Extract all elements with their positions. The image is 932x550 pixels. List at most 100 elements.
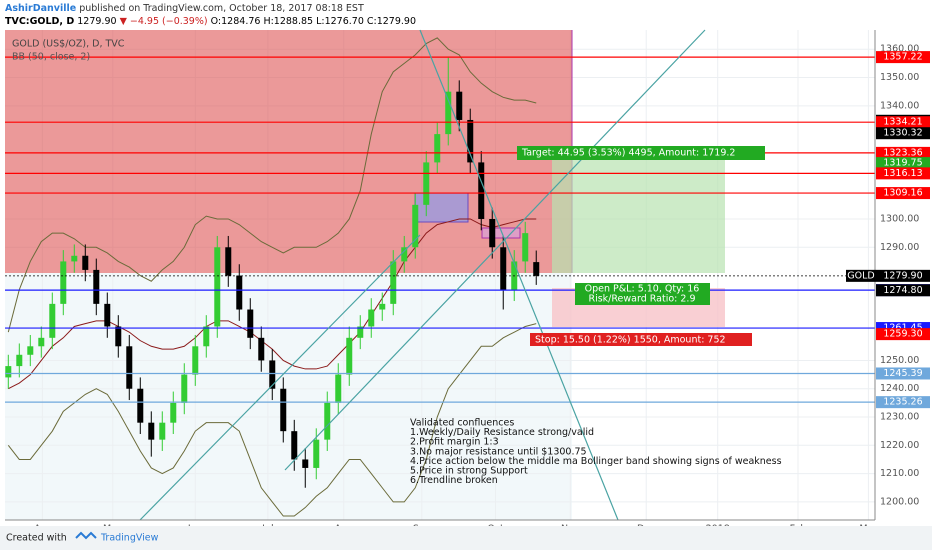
note-line: 4.Price action below the middle ma Bolli… (410, 456, 782, 467)
candle-body (533, 262, 540, 276)
candle-body (82, 255, 89, 270)
quote-line: TVC:GOLD, D 1279.90 ▼ −4.95 (−0.39%) O:1… (5, 16, 416, 27)
price-label: 1319.75 (883, 158, 922, 169)
last: 1279.90 (77, 16, 116, 27)
footer-brand[interactable]: TradingView (100, 533, 159, 544)
price-label-box (876, 146, 930, 159)
axis-labels: 1200.00 1210.00 1220.00 1230.00 1240.00 1250.… (34, 44, 930, 535)
price-label-box (876, 116, 930, 129)
last-name-box (846, 269, 876, 282)
candle-body (445, 91, 452, 135)
candle-body (522, 233, 529, 262)
price-label: 1259.30 (883, 329, 922, 340)
price-label: 1316.13 (883, 168, 922, 179)
bollinger-band (7, 323, 537, 517)
candle-body (335, 374, 342, 403)
y-tick-label: 1340.00 (880, 100, 919, 111)
candle-body (38, 337, 45, 347)
price-label: 1309.16 (883, 188, 922, 199)
candle-body (390, 261, 397, 304)
note-line: 1.Weekly/Daily Resistance strong/valid (410, 427, 594, 438)
candle-body (423, 162, 430, 205)
candle-body (368, 309, 375, 327)
candle-body (269, 360, 276, 389)
price-label-box (876, 187, 930, 200)
note-line: 5.Price in strong Support (410, 466, 528, 477)
candle-body (192, 346, 199, 375)
candle-body (478, 162, 485, 219)
logo (75, 531, 97, 540)
footer (0, 526, 932, 550)
candle-body (104, 303, 111, 327)
candle-body (137, 388, 144, 423)
candle-body (203, 326, 210, 347)
note-line: 2.Profit margin 1:3 (410, 437, 499, 448)
price-label: 1357.22 (883, 52, 922, 63)
y-tick-label: 1200.00 (880, 496, 919, 507)
trendline (284, 29, 706, 471)
note-line: Validated confluences (410, 418, 514, 429)
candle-body (247, 309, 254, 338)
trendline (139, 234, 421, 521)
candle-body (225, 247, 232, 276)
published: published on TradingView.com, October 18… (79, 3, 364, 14)
price-label: 1323.36 (883, 147, 922, 158)
candle-body (148, 422, 155, 440)
candle-body (500, 247, 507, 290)
candle-body (357, 326, 364, 338)
pnl-box (575, 283, 710, 305)
candle-body (126, 346, 133, 389)
trendline (419, 29, 619, 521)
candle-body (181, 374, 188, 403)
price-label: 1334.21 (883, 117, 922, 128)
price-label-box (876, 157, 930, 170)
candle-body (467, 119, 474, 163)
y-tick-label: 1230.00 (880, 412, 919, 423)
author[interactable]: AshirDanville (5, 3, 76, 14)
candle-body (379, 303, 386, 310)
price-label: 1235.26 (883, 397, 922, 408)
candle-body (60, 261, 67, 304)
y-tick-label: 1360.00 (880, 44, 919, 55)
y-tick-label: 1240.00 (880, 383, 919, 394)
y-tick-label: 1350.00 (880, 72, 919, 83)
header-line: AshirDanville published on TradingView.c… (5, 3, 364, 14)
price-label-box (876, 396, 930, 409)
candle-body (236, 275, 243, 310)
price-label: 1245.39 (883, 368, 922, 379)
candle-body (258, 337, 265, 361)
ohlc: O:1284.76 H:1288.85 L:1276.70 C:1279.90 (211, 16, 416, 27)
candle-body (489, 218, 496, 248)
last-name: GOLD (847, 270, 874, 281)
price-label: 1261.45 (883, 323, 922, 334)
y-tick-label: 1300.00 (880, 213, 919, 224)
lower-tint (5, 273, 572, 520)
candle-body (434, 134, 441, 163)
candle-body (302, 459, 309, 468)
price-label-box (876, 127, 930, 140)
y-tick-label: 1250.00 (880, 355, 919, 366)
y-tick-label: 1290.00 (880, 242, 919, 253)
candle-body (170, 402, 177, 423)
candle-body (49, 303, 56, 338)
candle-body (280, 388, 287, 432)
price-label: 1274.80 (883, 285, 922, 296)
note-line: 3.No major resistance until $1300.75 (410, 446, 587, 457)
footer-created: Created with (6, 533, 67, 544)
candle-body (71, 255, 78, 262)
target-label: Target: 44.95 (3.53%) 4495, Amount: 1719… (521, 148, 735, 159)
chart-title: GOLD (US$/OZ), D, TVC (12, 39, 125, 50)
candle-body (115, 326, 122, 347)
price-label: 1330.32 (883, 128, 922, 139)
indicator-label: BB (50, close, 2) (12, 52, 90, 63)
price-label: 1279.90 (883, 270, 922, 281)
candle-body (324, 402, 331, 440)
stop-label: Stop: 15.50 (1.22%) 1550, Amount: 752 (535, 335, 726, 346)
candle-body (5, 366, 12, 378)
target-zone (552, 152, 725, 273)
candle-body (93, 269, 100, 304)
symbol: TVC:GOLD, D (5, 16, 74, 27)
price-label-box (876, 328, 930, 341)
